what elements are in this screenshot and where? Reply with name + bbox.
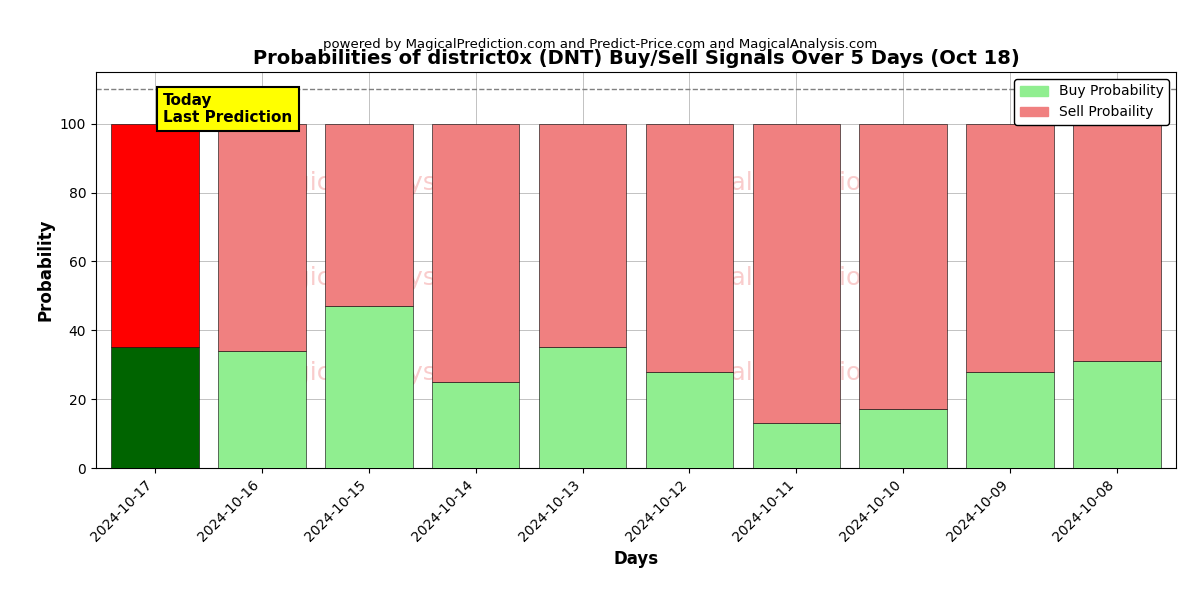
X-axis label: Days: Days: [613, 550, 659, 568]
Text: MagicalAnalysis.com: MagicalAnalysis.com: [258, 361, 517, 385]
Bar: [218, 351, 306, 468]
Bar: [110, 347, 199, 468]
Bar: [432, 124, 520, 382]
Bar: [859, 409, 947, 468]
Y-axis label: Probability: Probability: [36, 219, 54, 321]
Bar: [1073, 124, 1162, 361]
Bar: [966, 371, 1054, 468]
Bar: [1073, 361, 1162, 468]
Bar: [218, 124, 306, 351]
Bar: [110, 124, 199, 347]
Bar: [325, 124, 413, 306]
Bar: [752, 423, 840, 468]
Text: MagicalPrediction.com: MagicalPrediction.com: [658, 171, 938, 195]
Text: Today
Last Prediction: Today Last Prediction: [163, 92, 293, 125]
Text: MagicalAnalysis.com: MagicalAnalysis.com: [258, 266, 517, 290]
Bar: [539, 347, 626, 468]
Bar: [325, 306, 413, 468]
Bar: [966, 124, 1054, 371]
Bar: [859, 124, 947, 409]
Bar: [646, 124, 733, 371]
Text: powered by MagicalPrediction.com and Predict-Price.com and MagicalAnalysis.com: powered by MagicalPrediction.com and Pre…: [323, 38, 877, 51]
Text: MagicalAnalysis.com: MagicalAnalysis.com: [258, 171, 517, 195]
Title: Probabilities of district0x (DNT) Buy/Sell Signals Over 5 Days (Oct 18): Probabilities of district0x (DNT) Buy/Se…: [253, 49, 1019, 68]
Bar: [432, 382, 520, 468]
Text: MagicalPrediction.com: MagicalPrediction.com: [658, 266, 938, 290]
Bar: [752, 124, 840, 423]
Bar: [646, 371, 733, 468]
Text: MagicalPrediction.com: MagicalPrediction.com: [658, 361, 938, 385]
Legend: Buy Probability, Sell Probaility: Buy Probability, Sell Probaility: [1014, 79, 1169, 125]
Bar: [539, 124, 626, 347]
